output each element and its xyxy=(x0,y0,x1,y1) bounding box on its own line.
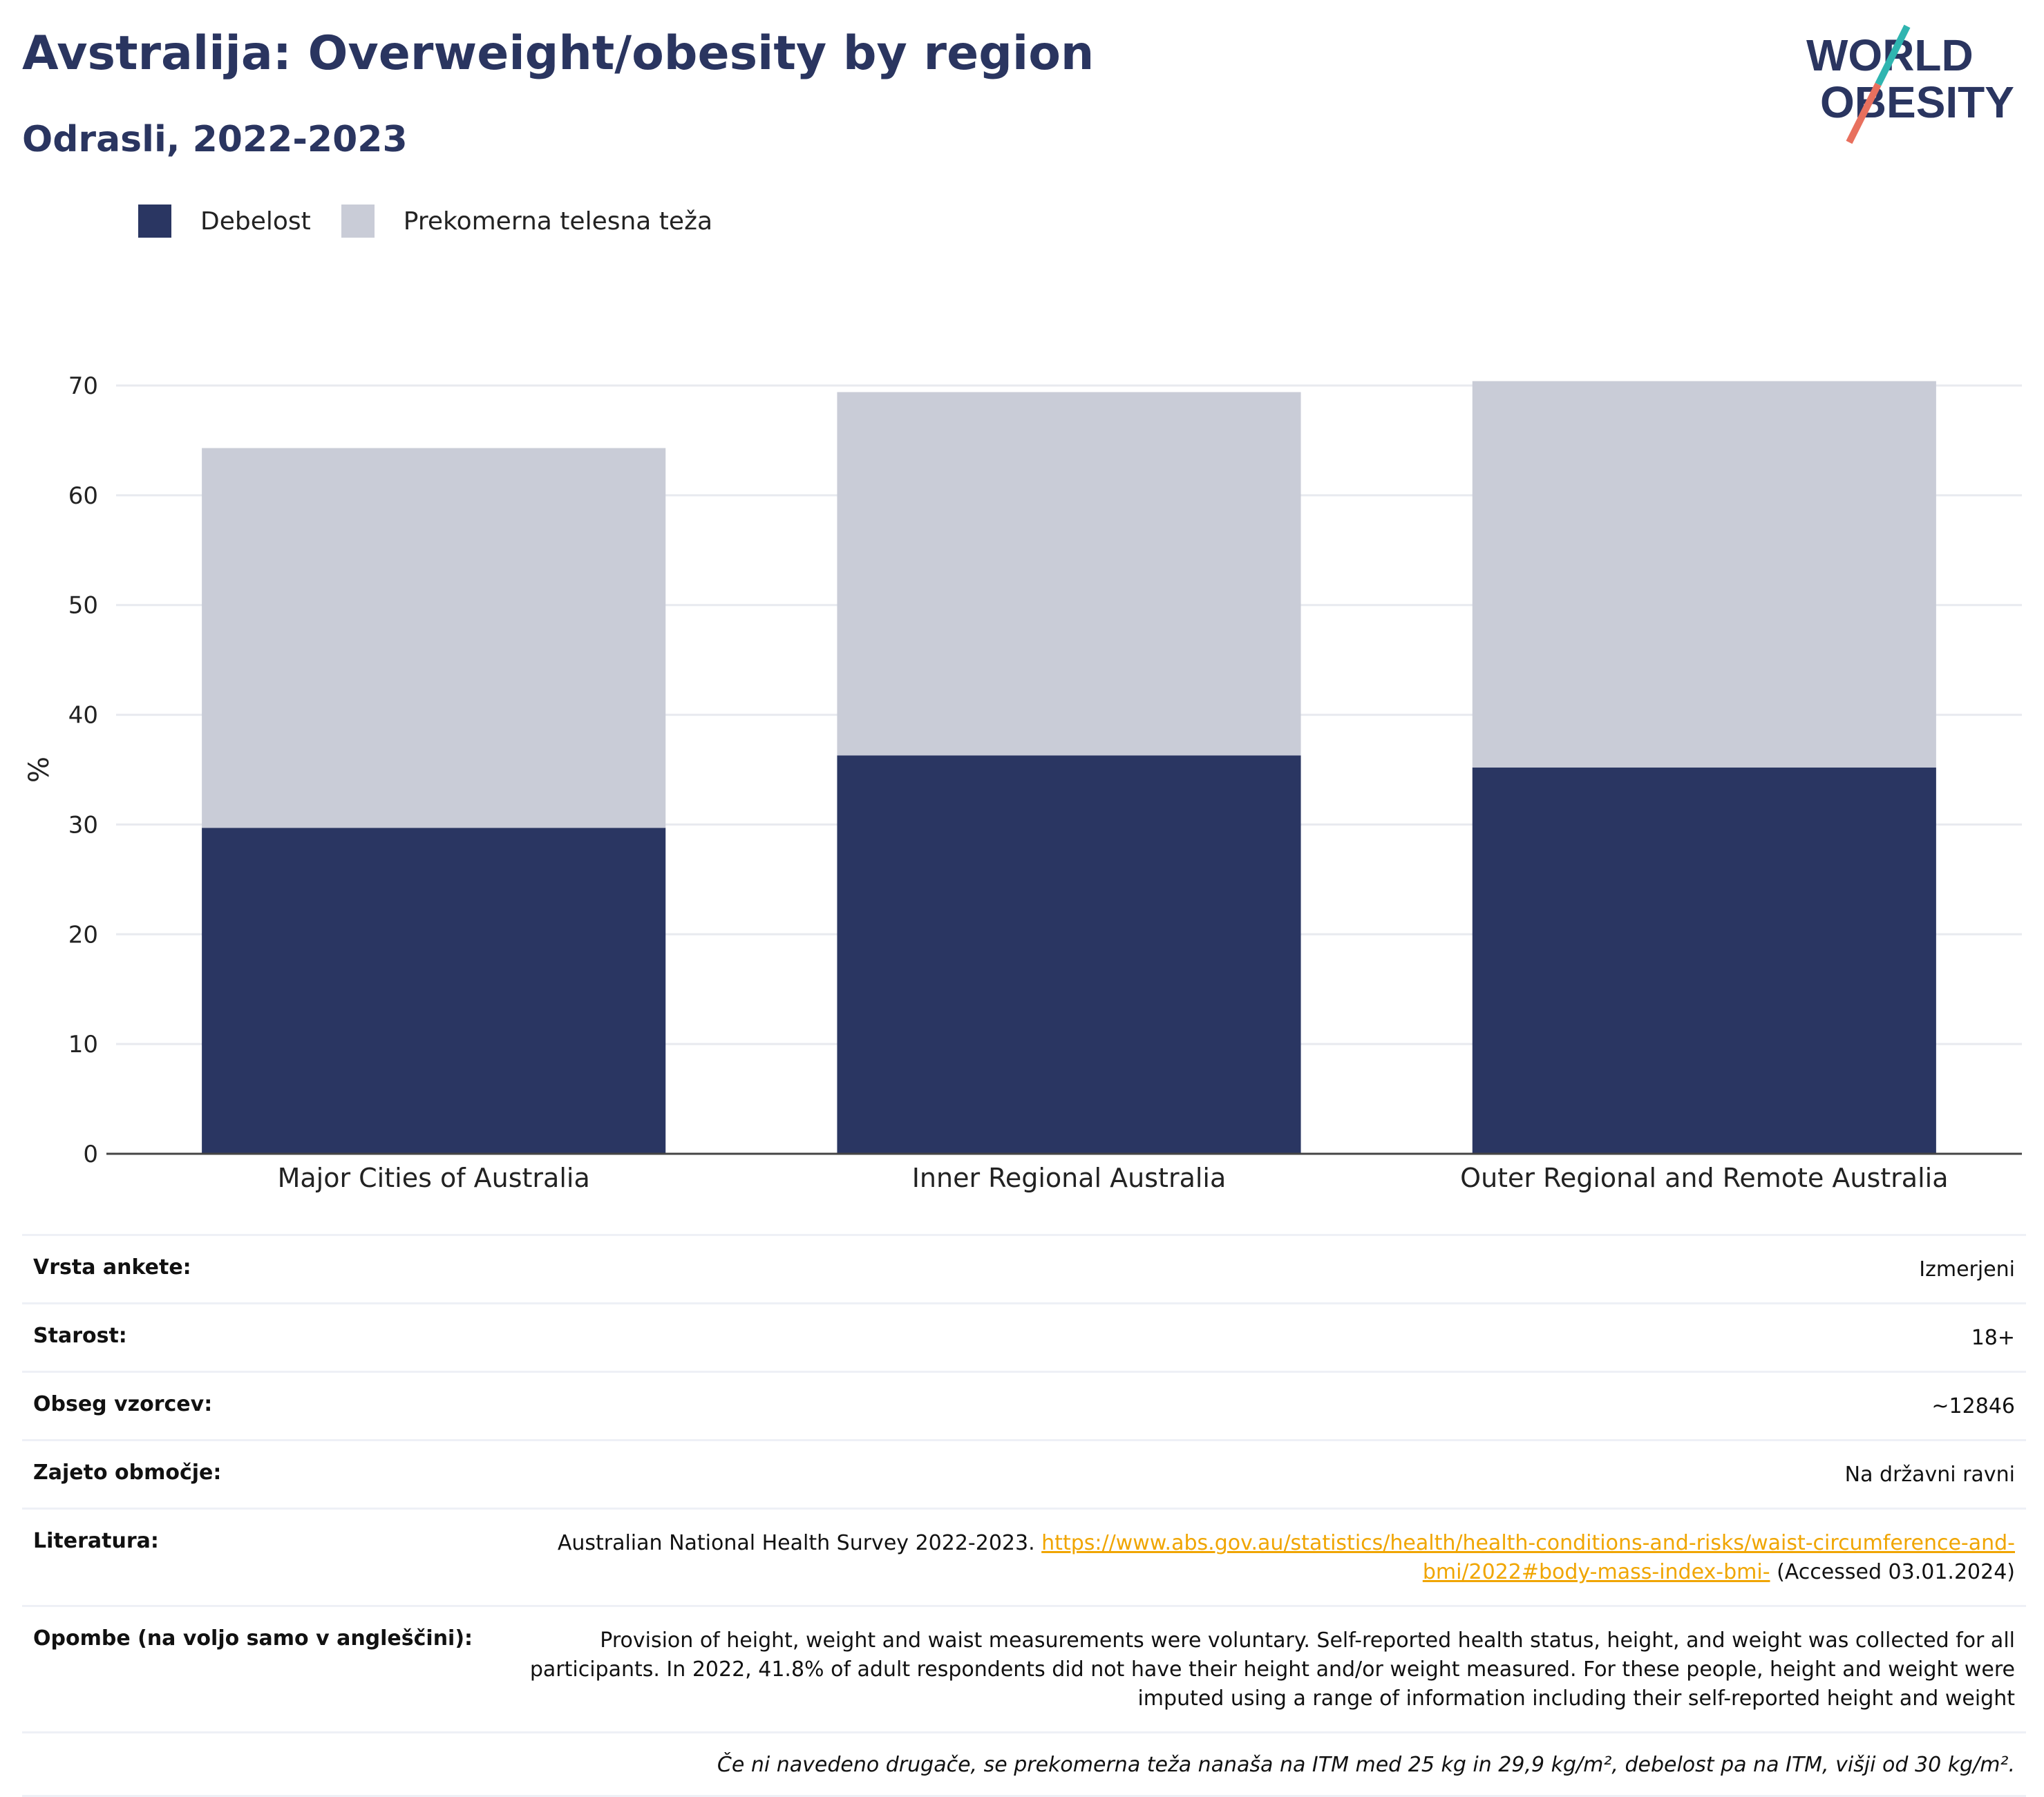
legend-item-obesity[interactable]: Debelost xyxy=(138,205,311,238)
y-tick-label: 70 xyxy=(68,372,98,400)
y-tick-label: 20 xyxy=(68,921,98,949)
meta-key: Opombe (na voljo samo v angleščini): xyxy=(33,1626,473,1651)
bar-overweight xyxy=(202,448,666,828)
literature-link[interactable]: https://www.abs.gov.au/statistics/health… xyxy=(1041,1531,2015,1584)
y-tick-label: 60 xyxy=(68,482,98,510)
meta-key: Starost: xyxy=(33,1324,127,1348)
meta-row-area-covered: Zajeto območje: Na državni ravni xyxy=(22,1439,2026,1508)
meta-key: Zajeto območje: xyxy=(33,1461,222,1485)
bar-obesity xyxy=(1472,767,1936,1154)
meta-row-survey-type: Vrsta ankete: Izmerjeni xyxy=(22,1234,2026,1302)
meta-value: 18+ xyxy=(1971,1326,2015,1350)
meta-key: Vrsta ankete: xyxy=(33,1255,191,1280)
y-tick-label: 30 xyxy=(68,811,98,839)
logo-teal-slash xyxy=(1875,24,1911,86)
chart-title: Avstralija: Overweight/obesity by region xyxy=(22,26,1095,81)
bar-obesity xyxy=(837,755,1301,1154)
bar-chart: 0 10 20 30 40 50 60 70 Major Cities of Australia… xyxy=(23,372,2022,1193)
footnote: Če ni navedeno drugače, se prekomerna te… xyxy=(717,1753,2015,1777)
legend-label-obesity: Debelost xyxy=(200,207,311,236)
bar-overweight xyxy=(1472,381,1936,768)
logo-coral-slash xyxy=(1846,82,1882,144)
x-category-label: Major Cities of Australia xyxy=(278,1163,590,1193)
y-tick-label: 40 xyxy=(68,702,98,730)
legend-swatch-overweight xyxy=(341,205,375,238)
meta-value: Izmerjeni xyxy=(1919,1257,2015,1282)
chart-legend: Debelost Prekomerna telesna teža xyxy=(138,205,743,238)
x-category-label: Inner Regional Australia xyxy=(912,1163,1227,1193)
y-tick-label: 50 xyxy=(68,592,98,620)
meta-row-sample-size: Obseg vzorcev: ~12846 xyxy=(22,1371,2026,1439)
world-obesity-logo: WORLD OBESITY xyxy=(1806,24,2014,144)
meta-value: Na državni ravni xyxy=(1844,1463,2015,1487)
meta-value: ~12846 xyxy=(1931,1394,2015,1418)
chart-subtitle: Odrasli, 2022-2023 xyxy=(22,119,408,160)
logo-text-line2: OBESITY xyxy=(1820,77,2014,127)
x-category-label: Outer Regional and Remote Australia xyxy=(1460,1163,1948,1193)
meta-value: Provision of height, weight and waist me… xyxy=(529,1628,2015,1711)
y-tick-label: 0 xyxy=(83,1141,98,1168)
meta-row-footnote: Če ni navedeno drugače, se prekomerna te… xyxy=(22,1731,2026,1797)
meta-value: Australian National Health Survey 2022-2… xyxy=(509,1529,2015,1587)
y-axis-label: % xyxy=(23,757,55,783)
literature-text: Australian National Health Survey 2022-2… xyxy=(557,1531,1035,1555)
bar-obesity xyxy=(202,828,666,1154)
legend-swatch-obesity xyxy=(138,205,171,238)
meta-key: Literatura: xyxy=(33,1529,159,1553)
meta-row-literature: Literatura: Australian National Health S… xyxy=(22,1508,2026,1605)
meta-row-age: Starost: 18+ xyxy=(22,1302,2026,1371)
legend-label-overweight: Prekomerna telesna teža xyxy=(403,207,713,236)
meta-key: Obseg vzorcev: xyxy=(33,1392,213,1416)
bar-overweight xyxy=(837,392,1301,756)
literature-accessed: (Accessed 03.01.2024) xyxy=(1777,1560,2015,1584)
metadata-table: Vrsta ankete: Izmerjeni Starost: 18+ Obs… xyxy=(22,1234,2026,1797)
legend-item-overweight[interactable]: Prekomerna telesna teža xyxy=(341,205,712,238)
y-tick-label: 10 xyxy=(68,1031,98,1058)
meta-row-notes: Opombe (na voljo samo v angleščini): Pro… xyxy=(22,1605,2026,1731)
